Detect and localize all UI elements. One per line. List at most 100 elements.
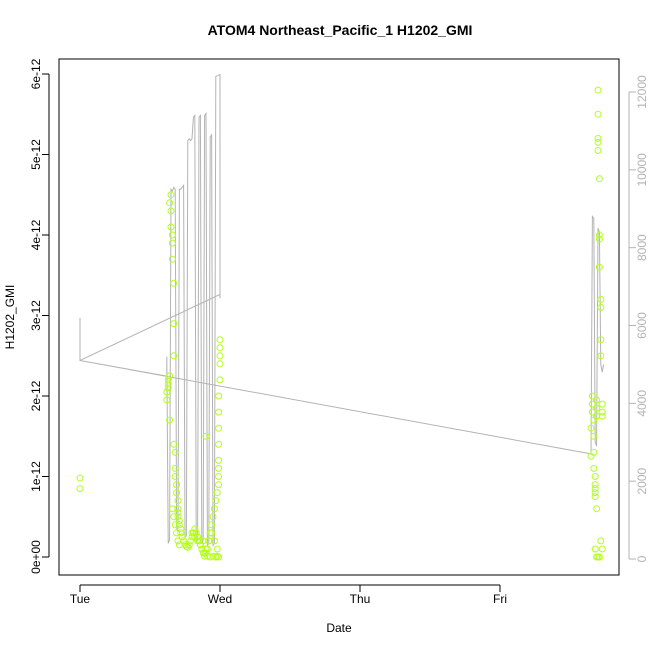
data-point <box>171 464 179 472</box>
data-point <box>212 553 220 561</box>
data-point <box>216 352 224 360</box>
data-point <box>587 424 595 432</box>
data-point <box>591 493 599 501</box>
data-point <box>215 553 223 561</box>
plot-frame <box>58 58 620 576</box>
series-line <box>79 73 605 547</box>
data-point <box>590 432 598 440</box>
y2-tick-label: 6000 <box>635 312 649 339</box>
data-point <box>597 304 605 311</box>
data-point <box>173 529 181 537</box>
data-point <box>597 295 605 303</box>
data-point <box>166 416 174 424</box>
data-point <box>591 545 599 553</box>
y-tick-label: 1e-12 <box>29 461 43 492</box>
data-point <box>590 448 598 456</box>
data-point <box>598 545 606 553</box>
data-point <box>597 352 605 360</box>
data-point <box>199 537 207 545</box>
data-point <box>164 376 172 384</box>
data-point <box>598 408 606 416</box>
data-point <box>194 533 202 541</box>
data-point <box>591 489 599 497</box>
data-point <box>174 497 182 505</box>
data-point <box>171 448 179 456</box>
data-point <box>192 529 200 537</box>
data-point <box>597 537 605 545</box>
data-point <box>208 521 216 529</box>
data-point <box>588 408 596 416</box>
data-point <box>164 384 172 392</box>
data-point <box>185 541 193 549</box>
data-point <box>170 352 178 360</box>
data-point <box>164 380 172 388</box>
data-point <box>167 223 175 231</box>
data-point <box>595 235 603 243</box>
data-point <box>590 464 598 472</box>
data-point <box>594 134 602 142</box>
y-tick-label: 6e-12 <box>29 58 43 89</box>
data-point <box>216 376 224 384</box>
data-point <box>175 517 183 525</box>
data-point <box>216 344 224 352</box>
data-point <box>170 320 178 328</box>
data-point <box>215 408 223 416</box>
data-point <box>210 537 218 545</box>
data-point <box>215 392 223 400</box>
data-point <box>173 481 181 489</box>
data-point <box>171 473 179 480</box>
data-point <box>171 521 179 529</box>
data-point <box>168 239 176 247</box>
data-point <box>215 473 223 480</box>
y-axis-label: H1202_GMI <box>3 285 17 350</box>
data-point <box>591 481 599 489</box>
data-point <box>202 432 210 440</box>
y2-tick-label: 12000 <box>635 75 649 109</box>
data-point <box>216 336 224 344</box>
data-point <box>593 396 601 404</box>
data-point <box>170 440 178 448</box>
data-point <box>591 485 599 493</box>
data-point <box>215 424 223 432</box>
x-tick-label: Fri <box>493 592 507 606</box>
point-layer <box>76 86 606 561</box>
y2-tick-label: 10000 <box>635 153 649 187</box>
y-tick-label: 3e-12 <box>29 300 43 331</box>
data-point <box>167 191 175 199</box>
data-point <box>173 489 181 497</box>
data-point <box>215 440 223 448</box>
data-point <box>594 138 602 146</box>
data-point <box>595 231 603 239</box>
x-axis: Tue Wed Thu Fri <box>70 584 507 606</box>
data-point <box>168 255 176 263</box>
data-point <box>174 509 182 517</box>
y-tick-label: 4e-12 <box>29 219 43 250</box>
y-axis-left: 0e+00 1e-12 2e-12 3e-12 4e-12 5e-12 6e-12 <box>29 58 50 574</box>
chart-title: ATOM4 Northeast_Pacific_1 H1202_GMI <box>208 22 473 38</box>
x-tick-label: Thu <box>350 592 371 606</box>
data-point <box>174 537 182 545</box>
y-tick-label: 5e-12 <box>29 139 43 170</box>
data-point <box>594 147 602 154</box>
data-point <box>212 497 220 505</box>
data-point <box>168 505 176 513</box>
data-point <box>175 521 183 529</box>
data-point <box>163 388 171 396</box>
x-tick-label: Wed <box>208 592 232 606</box>
data-point <box>588 400 596 408</box>
data-point <box>166 199 174 207</box>
data-point <box>170 279 178 287</box>
data-point <box>166 372 174 380</box>
data-point <box>174 513 182 521</box>
data-point <box>594 86 602 94</box>
data-point <box>595 263 603 271</box>
data-point <box>177 525 185 533</box>
data-point <box>76 485 84 493</box>
data-point <box>213 489 221 497</box>
data-point <box>208 529 216 537</box>
data-point <box>76 474 84 482</box>
data-point <box>210 505 218 513</box>
data-point <box>597 336 605 344</box>
